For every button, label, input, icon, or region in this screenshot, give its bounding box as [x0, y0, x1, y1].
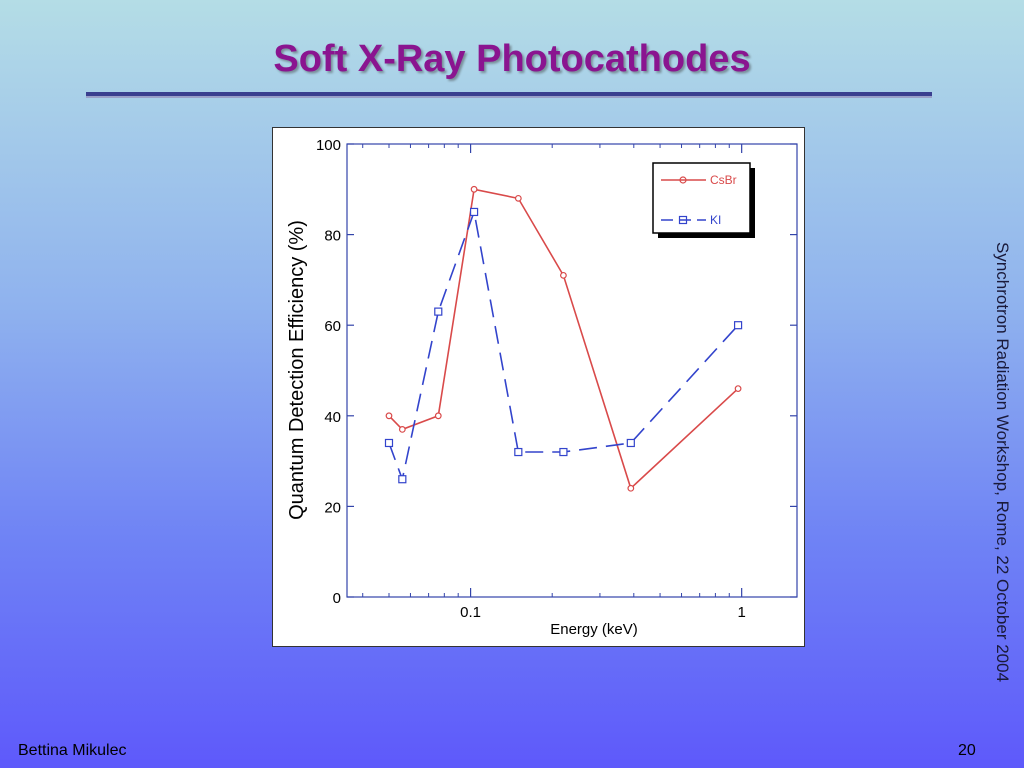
legend-marker-ki	[678, 215, 688, 225]
title-underline	[86, 92, 932, 96]
chart-frame: 0 20 40 60 80 100 0.1 1 CsBr KI Quantum Detecti…	[272, 127, 805, 647]
slide-title: Soft X-Ray Photocathodes	[273, 38, 751, 80]
point-ki-4	[514, 447, 523, 457]
workshop-caption: Synchrotron Radiation Workshop, Rome, 22…	[993, 242, 1012, 683]
point-ki-3	[469, 207, 479, 217]
point-ki-0	[384, 438, 394, 448]
point-csbr-4	[514, 194, 522, 202]
series-line-ki	[388, 208, 739, 483]
y-tick-label-80: 80	[324, 228, 341, 245]
point-csbr-0	[385, 412, 393, 420]
point-ki-2	[434, 307, 443, 316]
point-csbr-1	[398, 425, 406, 433]
point-csbr-2	[434, 412, 442, 420]
y-tick-label-20: 20	[324, 499, 341, 516]
page-number: 20	[958, 742, 976, 759]
point-ki-7	[733, 321, 743, 330]
legend-box	[652, 162, 751, 234]
y-tick-label-0: 0	[333, 590, 341, 607]
y-tick-label-100: 100	[316, 137, 341, 154]
point-csbr-7	[734, 385, 742, 393]
legend-label-csbr: CsBr	[710, 173, 737, 187]
legend-marker-csbr	[679, 176, 687, 184]
legend-label-ki: KI	[710, 213, 721, 227]
x-axis-label: Energy (keV)	[550, 621, 638, 638]
point-csbr-5	[560, 271, 567, 279]
point-ki-5	[559, 447, 568, 457]
point-ki-1	[398, 475, 407, 484]
series-line-csbr	[388, 188, 739, 490]
qde-chart: 0 20 40 60 80 100 0.1 1 CsBr KI Quantum Detecti…	[286, 137, 798, 638]
point-csbr-3	[470, 185, 478, 193]
y-tick-label-40: 40	[324, 409, 341, 426]
y-tick-label-60: 60	[324, 318, 341, 335]
point-ki-6	[626, 438, 635, 448]
point-csbr-6	[627, 484, 635, 492]
x-tick-label-1: 1	[737, 604, 745, 621]
x-tick-label-0.1: 0.1	[460, 604, 481, 621]
footer-author: Bettina Mikulec	[18, 742, 127, 759]
y-axis-label: Quantum Detection Efficiency (%)	[286, 220, 308, 520]
